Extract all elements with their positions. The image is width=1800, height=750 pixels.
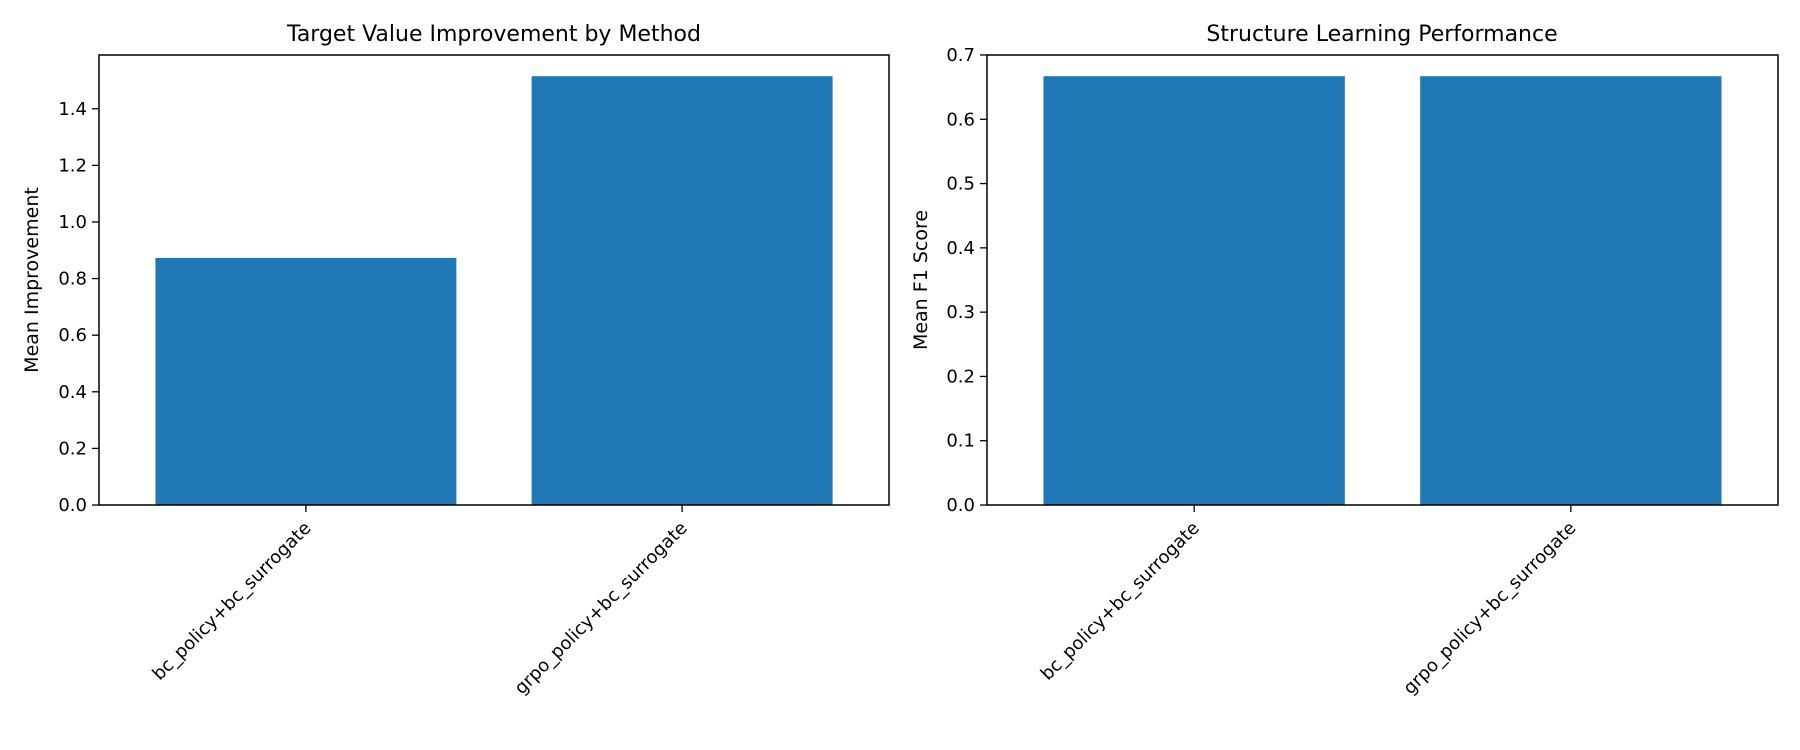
- y-tick-label: 0.6: [946, 109, 975, 130]
- x-axis: bc_policy+bc_surrogate grpo_policy+bc_sur…: [1037, 505, 1580, 699]
- chart-title: Target Value Improvement by Method: [286, 22, 701, 47]
- x-tick-label: bc_policy+bc_surrogate: [148, 518, 315, 685]
- y-tick-label: 0.7: [946, 45, 975, 66]
- plot-frame: [986, 54, 1779, 506]
- chart-structure-learning: Structure Learning Performance Mean F1 S…: [910, 22, 1779, 699]
- plot-frame: [98, 54, 890, 506]
- bar: [1043, 76, 1345, 505]
- y-axis-label: Mean F1 Score: [910, 210, 932, 350]
- bar-group: [155, 76, 833, 506]
- bar: [1420, 76, 1722, 505]
- x-tick-label: grpo_policy+bc_surrogate: [511, 518, 692, 699]
- y-tick-label: 1.0: [58, 212, 87, 233]
- y-tick-label: 0.2: [58, 438, 87, 459]
- y-tick-label: 1.2: [58, 155, 87, 176]
- y-tick-label: 0.0: [946, 495, 975, 516]
- y-axis-label: Mean Improvement: [21, 187, 43, 373]
- y-tick-label: 0.4: [946, 238, 975, 259]
- chart-title: Structure Learning Performance: [1206, 22, 1557, 47]
- bar: [155, 257, 457, 505]
- x-tick-label: grpo_policy+bc_surrogate: [1399, 518, 1580, 699]
- bar: [531, 76, 833, 506]
- x-axis: bc_policy+bc_surrogate grpo_policy+bc_sur…: [148, 505, 692, 699]
- y-tick-label: 0.8: [58, 269, 87, 290]
- y-axis: 0.0 0.2 0.4 0.6 0.8 1.0 1.2 1.4: [58, 99, 99, 516]
- y-tick-label: 0.1: [946, 431, 975, 452]
- y-tick-label: 0.3: [946, 302, 975, 323]
- y-axis: 0.0 0.1 0.2 0.3 0.4 0.5 0.6 0.7: [946, 45, 987, 516]
- chart-improvement: Target Value Improvement by Method Mean …: [21, 22, 890, 699]
- y-tick-label: 0.2: [946, 366, 975, 387]
- y-tick-label: 0.4: [58, 382, 87, 403]
- y-tick-label: 0.5: [946, 174, 975, 195]
- x-tick-label: bc_policy+bc_surrogate: [1037, 518, 1204, 685]
- y-tick-label: 1.4: [58, 99, 87, 120]
- bar-group: [1043, 76, 1722, 505]
- y-tick-label: 0.0: [58, 495, 87, 516]
- y-tick-label: 0.6: [58, 325, 87, 346]
